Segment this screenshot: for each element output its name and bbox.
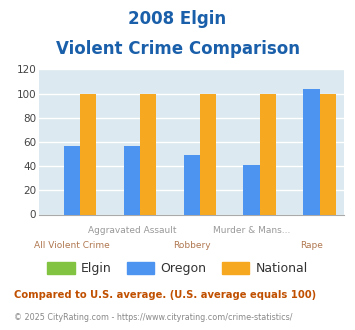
Bar (64, 146, 80, 214)
Text: Compared to U.S. average. (U.S. average equals 100): Compared to U.S. average. (U.S. average … (14, 290, 316, 300)
Bar (320, 93, 336, 214)
Bar (244, 165, 260, 214)
Text: All Violent Crime: All Violent Crime (34, 241, 110, 249)
Text: © 2025 CityRating.com - https://www.cityrating.com/crime-statistics/: © 2025 CityRating.com - https://www.city… (14, 314, 293, 322)
Bar (200, 93, 216, 214)
Bar (260, 93, 276, 214)
Bar (303, 89, 320, 214)
Text: Aggravated Assault: Aggravated Assault (88, 226, 176, 235)
Text: Murder & Mans...: Murder & Mans... (213, 226, 290, 235)
Text: 2008 Elgin: 2008 Elgin (129, 10, 226, 28)
Bar (80, 93, 96, 214)
Bar (124, 146, 140, 214)
Text: Robbery: Robbery (173, 241, 211, 249)
Bar (184, 155, 200, 214)
Bar (140, 93, 156, 214)
Text: Violent Crime Comparison: Violent Crime Comparison (55, 40, 300, 58)
Legend: Elgin, Oregon, National: Elgin, Oregon, National (42, 257, 313, 280)
Text: Rape: Rape (300, 241, 323, 249)
